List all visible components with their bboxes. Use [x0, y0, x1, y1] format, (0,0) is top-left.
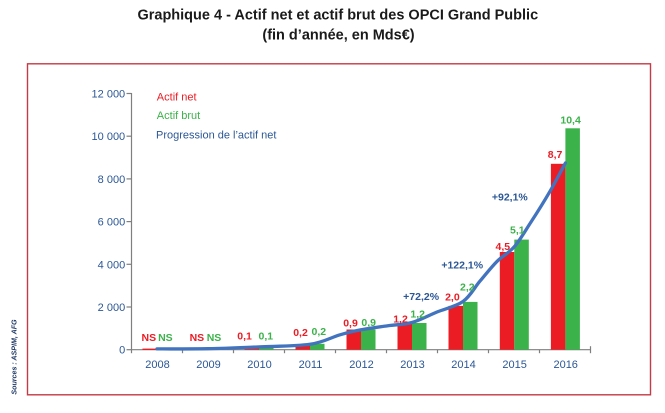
svg-text:NS: NS [190, 332, 205, 344]
svg-text:0: 0 [119, 345, 125, 357]
svg-text:4 000: 4 000 [98, 259, 126, 271]
svg-text:0,1: 0,1 [237, 330, 252, 342]
svg-text:Progression de l’actif net: Progression de l’actif net [156, 129, 276, 141]
svg-text:2 000: 2 000 [98, 302, 126, 314]
svg-text:NS: NS [207, 332, 222, 344]
svg-text:0,1: 0,1 [258, 330, 273, 342]
svg-text:Actif net: Actif net [157, 92, 197, 104]
svg-text:NS: NS [142, 332, 157, 344]
svg-text:2012: 2012 [349, 359, 373, 371]
svg-text:1,2: 1,2 [393, 313, 408, 325]
svg-text:10 000: 10 000 [92, 131, 126, 143]
svg-text:8,7: 8,7 [548, 149, 563, 161]
svg-text:8 000: 8 000 [98, 174, 126, 186]
svg-text:2013: 2013 [400, 359, 424, 371]
svg-text:2008: 2008 [145, 359, 169, 371]
svg-text:10,4: 10,4 [560, 114, 581, 126]
svg-text:2016: 2016 [553, 359, 577, 371]
svg-text:2015: 2015 [502, 359, 526, 371]
svg-text:2,0: 2,0 [445, 292, 460, 304]
svg-text:2010: 2010 [247, 359, 271, 371]
svg-text:0,2: 0,2 [311, 326, 326, 338]
svg-text:Graphique 4 - Actif net et act: Graphique 4 - Actif net et actif brut de… [137, 8, 538, 24]
svg-text:(fin d’année, en Mds€): (fin d’année, en Mds€) [262, 27, 414, 43]
svg-text:6 000: 6 000 [98, 217, 126, 229]
svg-text:2009: 2009 [196, 359, 220, 371]
svg-text:0,9: 0,9 [343, 318, 358, 330]
svg-text:Actif brut: Actif brut [157, 110, 200, 122]
svg-text:+92,1%: +92,1% [492, 192, 529, 204]
svg-text:2011: 2011 [299, 359, 323, 371]
svg-text:NS: NS [158, 332, 173, 344]
svg-text:Sources : ASPIM, AFG: Sources : ASPIM, AFG [11, 319, 19, 395]
svg-text:2,2: 2,2 [460, 281, 475, 293]
svg-text:2014: 2014 [451, 359, 475, 371]
svg-text:0,2: 0,2 [293, 327, 308, 339]
svg-text:1,2: 1,2 [410, 309, 425, 321]
svg-text:+122,1%: +122,1% [441, 260, 483, 272]
svg-text:5,1: 5,1 [510, 225, 525, 237]
svg-text:0,9: 0,9 [361, 317, 376, 329]
svg-text:+72,2%: +72,2% [403, 291, 440, 303]
svg-text:12 000: 12 000 [92, 89, 126, 101]
svg-text:4,5: 4,5 [495, 241, 510, 253]
